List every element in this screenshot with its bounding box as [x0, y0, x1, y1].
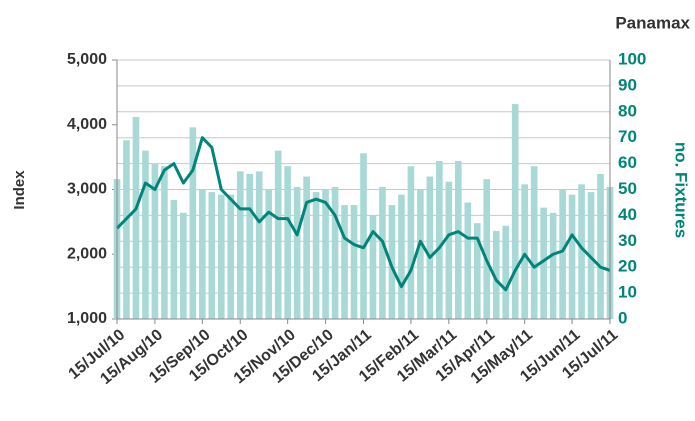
- bar: [502, 225, 510, 319]
- bar: [407, 166, 415, 319]
- bar: [360, 153, 367, 319]
- chart-title: Panamax: [615, 13, 690, 32]
- bar: [331, 186, 339, 319]
- bar: [521, 184, 528, 319]
- bar: [578, 184, 585, 319]
- y2-tick-label: 40: [618, 205, 637, 224]
- bar: [445, 181, 453, 319]
- bar: [227, 194, 235, 319]
- y2-tick-label: 70: [618, 127, 637, 146]
- line: [115, 136, 611, 292]
- bar: [199, 189, 206, 319]
- bar: [369, 215, 377, 319]
- y2-tick-label: 0: [618, 308, 627, 327]
- bar: [246, 173, 254, 319]
- bar: [454, 161, 462, 319]
- bar: [426, 176, 434, 319]
- bar: [530, 166, 538, 319]
- bar: [303, 176, 310, 319]
- bar: [511, 104, 519, 319]
- bar: [398, 194, 405, 319]
- bar: [549, 212, 557, 319]
- y2-tick-label: 50: [618, 179, 637, 198]
- bar: [151, 163, 159, 319]
- y2-tick-label: 100: [618, 49, 646, 68]
- y-tick-label: 2,000: [67, 245, 107, 262]
- bar: [312, 192, 320, 319]
- bar: [274, 150, 282, 319]
- y-tick-label: 5,000: [67, 51, 107, 68]
- bar: [236, 171, 244, 319]
- y-tick-label: 1,000: [67, 310, 107, 327]
- bar: [436, 161, 443, 319]
- bar: [597, 173, 604, 319]
- bar: [284, 166, 291, 319]
- y-tick-label: 4,000: [67, 116, 107, 133]
- y2-tick-label: 90: [618, 75, 637, 94]
- bar: [322, 189, 329, 319]
- bar: [473, 223, 481, 319]
- y2-tick-label: 60: [618, 153, 637, 172]
- bar: [568, 194, 576, 319]
- y2-tick-label: 10: [618, 283, 637, 302]
- bar: [379, 186, 386, 319]
- bar: [123, 140, 130, 319]
- y2-tick-label: 80: [618, 101, 637, 120]
- bar: [142, 150, 149, 319]
- bar: [208, 192, 216, 319]
- bar: [540, 207, 547, 319]
- y2-axis-label: no. Fixtures: [672, 142, 691, 238]
- bar: [293, 186, 301, 319]
- bar: [388, 205, 396, 319]
- bar: [492, 230, 500, 319]
- bar: [464, 202, 472, 319]
- bar: [180, 212, 187, 319]
- bar: [265, 189, 273, 319]
- y-tick-label: 3,000: [67, 181, 107, 198]
- bar: [132, 116, 140, 319]
- bar: [170, 199, 178, 319]
- bar: [341, 205, 348, 319]
- bar: [483, 179, 491, 319]
- bar: [255, 171, 263, 319]
- bar: [350, 205, 358, 319]
- bar: [559, 189, 566, 319]
- bar: [417, 189, 424, 319]
- y-axis-label: Index: [11, 170, 28, 210]
- y2-tick-label: 30: [618, 231, 637, 250]
- y2-tick-label: 20: [618, 257, 637, 276]
- bar: [189, 127, 197, 319]
- bar: [161, 166, 168, 319]
- bar: [217, 194, 225, 319]
